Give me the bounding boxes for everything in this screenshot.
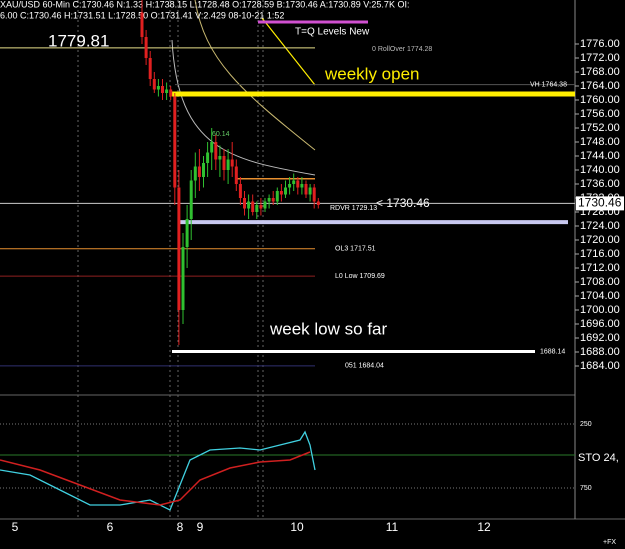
stochastic-d bbox=[0, 451, 311, 506]
candle-body bbox=[226, 159, 230, 170]
candle-body bbox=[193, 166, 197, 181]
annotation: week low so far bbox=[269, 319, 387, 338]
candle-body bbox=[234, 166, 238, 184]
annotation: weekly open bbox=[324, 64, 420, 83]
candle-body bbox=[255, 205, 259, 212]
candle-body bbox=[312, 187, 316, 202]
candle-body bbox=[165, 89, 169, 93]
time-label: 9 bbox=[197, 520, 204, 534]
candle-body bbox=[263, 201, 267, 209]
price-label: 1684.00 bbox=[580, 360, 620, 372]
current-price-box bbox=[576, 196, 624, 211]
price-label: 1740.00 bbox=[580, 164, 620, 176]
candle-body bbox=[177, 187, 181, 310]
candle-body bbox=[144, 37, 148, 58]
candle-body bbox=[251, 201, 255, 212]
candle-body bbox=[238, 184, 242, 198]
annotation: 60.14 bbox=[212, 131, 230, 138]
level-label: VH 1764.38 bbox=[530, 82, 567, 89]
candle-body bbox=[210, 142, 214, 153]
price-label: 1704.00 bbox=[580, 290, 620, 302]
price-label: 1716.00 bbox=[580, 248, 620, 260]
time-label: 12 bbox=[477, 520, 491, 534]
osc-label: 250 bbox=[580, 421, 592, 428]
candle-body bbox=[259, 205, 263, 209]
time-label: 10 bbox=[290, 520, 304, 534]
day-separators bbox=[77, 0, 264, 519]
time-label: 11 bbox=[386, 520, 399, 534]
candle-body bbox=[300, 184, 304, 188]
moving-average bbox=[171, 39, 316, 176]
candle-body bbox=[214, 142, 218, 160]
time-label: 8 bbox=[177, 520, 184, 534]
stochastic-k bbox=[0, 430, 316, 511]
candle-body bbox=[267, 198, 271, 202]
annotation: T=Q Levels New bbox=[295, 27, 370, 38]
candle-body bbox=[161, 86, 164, 93]
candle-body bbox=[271, 198, 275, 202]
candle-body bbox=[152, 79, 156, 90]
time-label: 5 bbox=[12, 520, 19, 534]
candle-body bbox=[140, 12, 144, 37]
price-label: 1768.00 bbox=[580, 66, 620, 78]
osc-label: STO 24, bbox=[578, 452, 619, 464]
candle-body bbox=[206, 152, 210, 163]
header-line: XAU/USD 60-Min C:1730.46 N:1.33 H:1738.1… bbox=[0, 0, 409, 9]
candle-body bbox=[288, 184, 292, 188]
candle-body bbox=[292, 180, 296, 184]
candle-body bbox=[202, 163, 205, 177]
candle-body bbox=[247, 201, 251, 209]
price-label: 1724.00 bbox=[580, 220, 620, 232]
price-label: 1752.00 bbox=[580, 122, 620, 134]
price-label: 1700.00 bbox=[580, 304, 620, 316]
price-label: 1688.00 bbox=[580, 346, 620, 358]
price-label: 1736.00 bbox=[580, 178, 620, 190]
price-label: 1756.00 bbox=[580, 108, 620, 120]
price-label: 1708.00 bbox=[580, 276, 620, 288]
candle-body bbox=[218, 156, 222, 160]
price-label: 1764.00 bbox=[580, 80, 620, 92]
price-label: 1748.00 bbox=[580, 136, 620, 148]
candle-body bbox=[222, 156, 226, 170]
candle-body bbox=[197, 166, 201, 177]
candle-body bbox=[284, 187, 287, 195]
candle-body bbox=[296, 180, 300, 188]
candle-body bbox=[148, 58, 152, 79]
candle-body bbox=[156, 86, 160, 90]
level-label: L0 Low 1709.69 bbox=[335, 273, 385, 280]
current-price: 1730.46 bbox=[578, 196, 622, 210]
candle-body bbox=[169, 89, 173, 97]
price-label: 1744.00 bbox=[580, 150, 620, 162]
candle-body bbox=[230, 159, 234, 167]
level-label: OL3 1717.51 bbox=[335, 246, 376, 253]
price-label: 1720.00 bbox=[580, 234, 620, 246]
candle-body bbox=[185, 219, 189, 247]
moving-average bbox=[194, 0, 316, 151]
candle-body bbox=[243, 198, 246, 209]
price-label: 1776.00 bbox=[580, 38, 620, 50]
annotation: RDVR 1729.13 bbox=[330, 205, 377, 212]
annotation: 0 RollOver 1774.28 bbox=[372, 46, 432, 53]
price-label: 1692.00 bbox=[580, 332, 620, 344]
candle-body bbox=[181, 247, 185, 310]
level-label: 1688.14 bbox=[540, 348, 565, 355]
candle-body bbox=[304, 184, 308, 195]
candle-body bbox=[279, 191, 283, 195]
arrow-line bbox=[261, 17, 316, 86]
candle-body bbox=[173, 96, 177, 188]
price-label: 1696.00 bbox=[580, 318, 620, 330]
candle-body bbox=[316, 201, 320, 205]
osc-label: 750 bbox=[580, 485, 592, 492]
candle-body bbox=[308, 187, 312, 195]
price-label: 1772.00 bbox=[580, 52, 620, 64]
corner-label: +FX bbox=[603, 539, 616, 546]
price-label: 1760.00 bbox=[580, 94, 620, 106]
annotation: 1779.81 bbox=[48, 31, 109, 50]
candle-body bbox=[275, 191, 279, 202]
level-label: 051 1684.04 bbox=[345, 363, 384, 370]
time-label: 6 bbox=[107, 520, 114, 534]
candle-body bbox=[189, 180, 193, 219]
price-label: 1712.00 bbox=[580, 262, 620, 274]
